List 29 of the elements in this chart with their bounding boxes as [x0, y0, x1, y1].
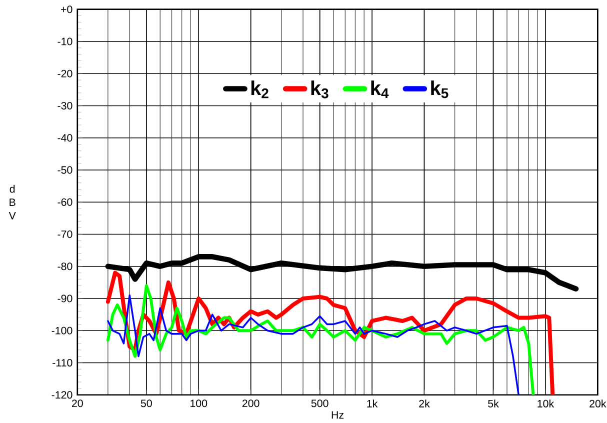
- y-tick-label: -100: [52, 326, 72, 334]
- y-tick-label: -30: [58, 102, 72, 110]
- x-tick-label: 10k: [538, 400, 554, 408]
- x-tick-label: 100: [190, 400, 208, 408]
- y-axis-title: d B V: [8, 184, 16, 220]
- x-axis-title: Hz: [332, 411, 344, 419]
- y-tick-label: -60: [58, 198, 72, 206]
- y-tick-label: -110: [52, 359, 72, 367]
- y-tick-label: -20: [58, 70, 72, 78]
- x-tick-label: 20k: [590, 400, 606, 408]
- y-tick-label: +0: [61, 6, 72, 14]
- y-tick-label: -90: [58, 294, 72, 302]
- y-tick-label: -50: [58, 166, 72, 174]
- y-tick-label: -120: [52, 391, 72, 399]
- y-tick-label: -10: [58, 38, 72, 46]
- y-tick-label: -80: [58, 262, 72, 270]
- x-tick-label: 20: [72, 400, 83, 408]
- legend-label: k$_{2}$: [251, 80, 268, 98]
- legend-label: k$_{4}$: [371, 80, 389, 98]
- legend-label: k$_{5}$: [431, 80, 448, 98]
- x-tick-label: 5k: [488, 400, 499, 408]
- y-tick-label: -70: [58, 230, 72, 238]
- x-tick-label: 500: [311, 400, 328, 408]
- x-tick-label: 50: [140, 400, 152, 408]
- x-tick-label: 1k: [367, 400, 378, 408]
- legend-label: k$_{3}$: [311, 80, 328, 98]
- x-tick-label: 200: [242, 400, 260, 408]
- y-tick-label: -40: [58, 134, 72, 142]
- x-tick-label: 2k: [419, 400, 430, 408]
